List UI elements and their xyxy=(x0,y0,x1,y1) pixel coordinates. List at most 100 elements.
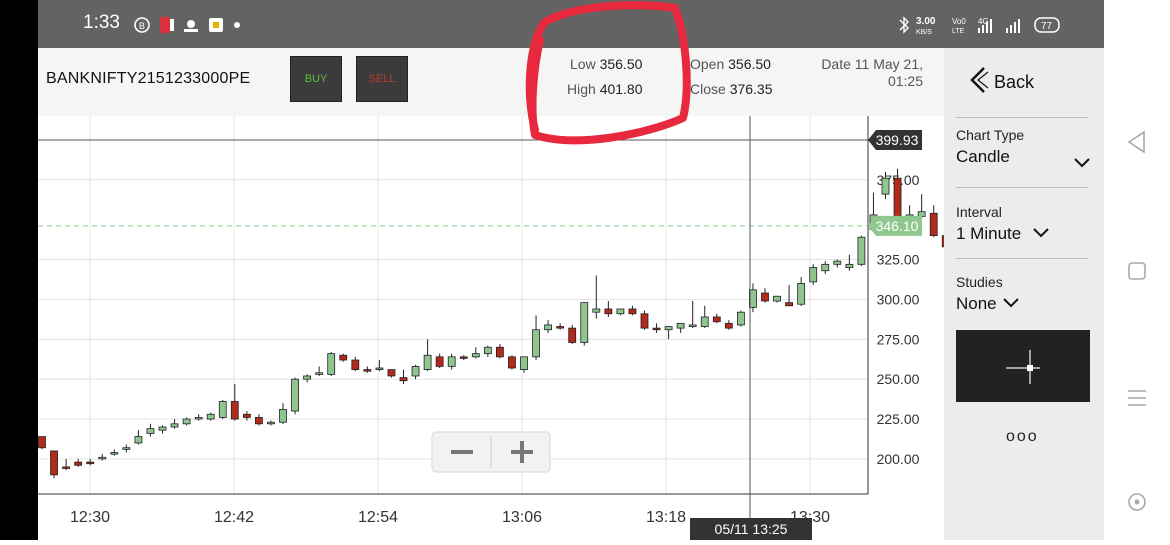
candle-body xyxy=(38,436,46,449)
svg-text:3.00: 3.00 xyxy=(916,16,936,27)
svg-text:Vo0: Vo0 xyxy=(952,17,966,26)
candle-body xyxy=(242,413,251,418)
studies-label: Studies xyxy=(956,274,1003,290)
chevron-down-icon xyxy=(1033,228,1049,238)
nav-back-icon[interactable] xyxy=(1126,130,1148,154)
candle-body xyxy=(339,354,348,361)
svg-text:KB/S: KB/S xyxy=(916,29,932,36)
candle-body xyxy=(604,308,613,315)
candle-body xyxy=(194,417,203,420)
zoom-in-icon[interactable] xyxy=(511,441,533,463)
candle-body xyxy=(351,359,360,370)
candlestick-chart[interactable]: 12:30 12:42 12:54 13:06 13:18 13:30200.00225.… xyxy=(38,116,998,540)
zoom-control[interactable] xyxy=(431,431,551,473)
sell-button[interactable]: SELL xyxy=(356,56,408,102)
candle-body xyxy=(122,447,131,450)
crosshair-price-tag: 399.93 xyxy=(876,132,919,148)
candle-body xyxy=(773,295,781,302)
candle-body xyxy=(640,313,649,329)
candle-body xyxy=(881,177,890,195)
candle-body xyxy=(303,375,312,380)
candle-body xyxy=(712,316,721,323)
more-options-button[interactable]: ooo xyxy=(1006,428,1039,445)
svg-text:4G: 4G xyxy=(978,17,989,26)
nav-menu-icon[interactable] xyxy=(1127,388,1147,408)
candle-body xyxy=(50,450,58,476)
candle-body xyxy=(86,461,95,465)
date-line-1: Date 11 May 21, xyxy=(821,56,923,72)
close-readout: Close 376.35 xyxy=(690,81,773,97)
candle-body xyxy=(737,311,745,326)
candle-body xyxy=(375,367,384,370)
candle-body xyxy=(628,308,637,315)
price-chart[interactable]: 12:30 12:42 12:54 13:06 13:18 13:30 200.00 225.… xyxy=(38,116,998,540)
status-time: 1:33 xyxy=(83,12,120,33)
nav-home-icon[interactable] xyxy=(1128,262,1146,280)
y-tick-label: 300.00 xyxy=(877,291,920,307)
date-line-2: 01:25 xyxy=(887,73,923,89)
studies-value: None xyxy=(956,294,997,313)
chart-type-value: Candle xyxy=(956,147,1010,166)
candle-body xyxy=(62,466,71,469)
candle-body xyxy=(459,356,468,359)
candle-body xyxy=(134,436,143,444)
candle-body xyxy=(700,316,709,327)
candle-body xyxy=(809,267,818,283)
svg-text:LTE: LTE xyxy=(952,28,965,35)
instrument-header: BANKNIFTY2151233000PE BUY SELL Low 356.5… xyxy=(38,48,944,116)
candle-body xyxy=(785,302,793,307)
y-tick-label: 225.00 xyxy=(877,411,920,427)
candle-body xyxy=(749,289,757,308)
candle-body xyxy=(399,377,408,382)
crosshair-icon xyxy=(1006,350,1040,384)
instrument-symbol: BANKNIFTY2151233000PE xyxy=(46,70,251,87)
crosshair-price-tag-bg xyxy=(868,130,922,151)
candle-body xyxy=(447,356,456,367)
candle-body xyxy=(556,326,565,329)
crosshair-button[interactable] xyxy=(956,330,1090,402)
candle-body xyxy=(929,212,938,237)
candle-body xyxy=(676,322,685,329)
candle-body xyxy=(616,308,625,315)
y-tick-label: 275.00 xyxy=(877,331,920,347)
x-tick-label: 13:18 xyxy=(646,509,686,526)
candle-body xyxy=(845,263,854,268)
y-tick-label: 200.00 xyxy=(877,451,920,467)
candle-body xyxy=(327,353,336,375)
candle-body xyxy=(230,401,239,420)
candle-body xyxy=(821,263,830,272)
system-status-icons: 3.00 KB/S Vo0 LTE 4G 77 xyxy=(899,16,1060,36)
x-tick-label: 13:06 xyxy=(502,509,542,526)
candle-body xyxy=(917,211,926,217)
divider xyxy=(956,258,1088,259)
candle-body xyxy=(688,324,697,327)
left-letterbox xyxy=(0,0,38,540)
crosshair-time-tag-bg xyxy=(690,518,812,540)
zoom-out-icon[interactable] xyxy=(451,450,473,454)
battery-level: 77 xyxy=(1041,21,1053,32)
candle-body xyxy=(158,426,167,431)
candle-body xyxy=(652,327,661,331)
candle-body xyxy=(170,423,179,428)
candle-body xyxy=(483,346,492,355)
chart-settings-sidebar: Back Chart Type Candle Interval 1 Minute… xyxy=(944,48,1104,540)
buy-button[interactable]: BUY xyxy=(290,56,342,102)
last-price-tag-bg xyxy=(868,215,922,236)
candle-body xyxy=(797,283,806,305)
date-readout: Date 11 May 21, 01:25 xyxy=(808,56,923,90)
svg-text:B: B xyxy=(139,21,145,31)
candle-body xyxy=(532,329,540,358)
divider xyxy=(956,117,1088,118)
candle-body xyxy=(218,401,227,418)
hand-drawn-annotation xyxy=(525,1,691,145)
candle-body xyxy=(146,428,155,434)
candle-body xyxy=(254,417,263,425)
candle-body xyxy=(74,461,83,466)
x-tick-label: 12:42 xyxy=(214,509,254,526)
candle-body xyxy=(833,260,842,265)
candle-body xyxy=(363,369,372,372)
candle-body xyxy=(98,456,107,460)
candle-body xyxy=(893,177,902,219)
candle-body xyxy=(568,327,577,343)
nav-assistant-icon[interactable] xyxy=(1127,492,1147,512)
